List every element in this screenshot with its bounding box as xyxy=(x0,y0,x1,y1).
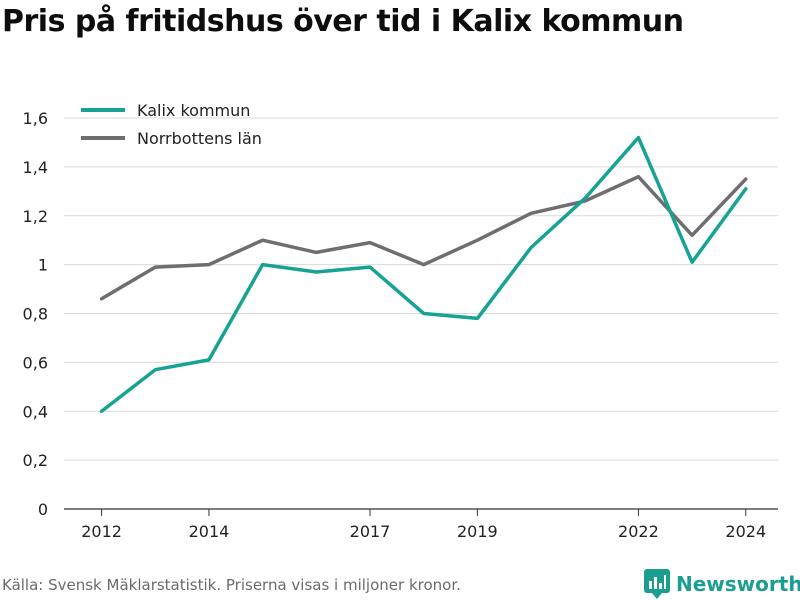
source-note: Källa: Svensk Mäklarstatistik. Priserna … xyxy=(2,576,461,594)
x-tick-label: 2024 xyxy=(725,522,766,541)
legend-label: Norrbottens län xyxy=(137,129,262,148)
x-tick-label: 2017 xyxy=(350,522,391,541)
y-tick-label: 0 xyxy=(38,500,48,519)
x-tick-label: 2014 xyxy=(189,522,230,541)
chart-title: Pris på fritidshus över tid i Kalix komm… xyxy=(2,4,684,39)
y-tick-label: 0,4 xyxy=(23,402,48,421)
line-chart: 0 0,2 0,4 0,6 0,8 1 1,2 1,4 1,6 2012 2014 2017 2019 2… xyxy=(23,101,778,541)
y-tick-label: 0,6 xyxy=(23,353,48,372)
series-line xyxy=(99,174,748,301)
x-tick-label: 2019 xyxy=(457,522,498,541)
legend-label: Kalix kommun xyxy=(137,101,250,120)
y-tick-label: 1 xyxy=(38,256,48,275)
y-tick-label: 1,2 xyxy=(23,207,48,226)
bar-chart-icon xyxy=(644,569,670,599)
x-tick-label: 2012 xyxy=(81,522,122,541)
x-tick-label: 2022 xyxy=(618,522,659,541)
y-tick-label: 0,8 xyxy=(23,305,48,324)
series-line xyxy=(99,135,748,414)
brand-logo[interactable]: Newsworthy xyxy=(644,569,800,599)
brand-name: Newsworthy xyxy=(676,572,800,596)
y-tick-label: 1,6 xyxy=(23,109,48,128)
y-tick-label: 1,4 xyxy=(23,158,48,177)
y-tick-label: 0,2 xyxy=(23,451,48,470)
